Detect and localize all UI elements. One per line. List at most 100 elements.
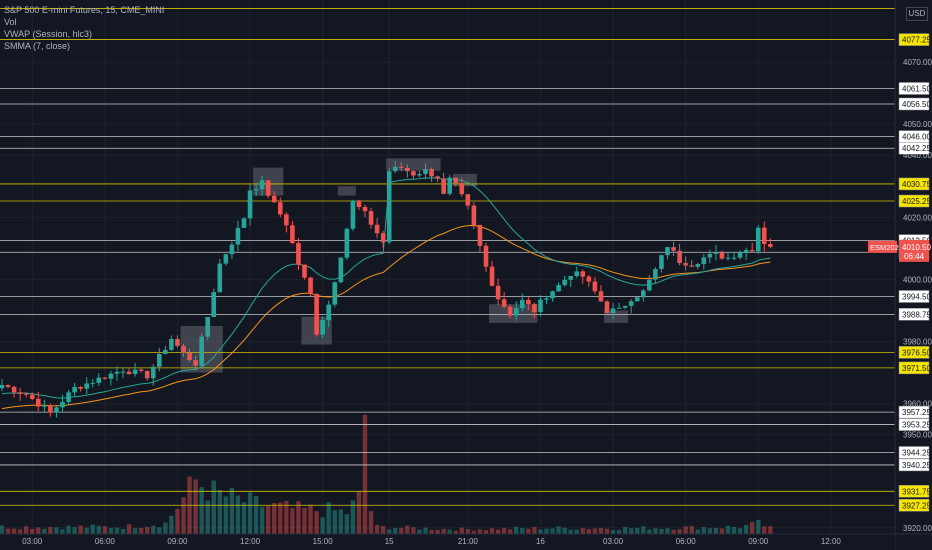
volume-bar: [108, 528, 114, 534]
volume-bar: [169, 515, 174, 534]
time-axis[interactable]: 03:00 06:00 09:00 12:00 15:00 15 21:00 16 03:00 0…: [0, 533, 932, 550]
candle-body: [459, 183, 465, 195]
candle-body: [247, 190, 253, 219]
candle-body: [411, 171, 416, 176]
candle-body: [538, 299, 543, 313]
volume-bar: [66, 525, 71, 534]
candle-body: [641, 290, 646, 298]
candle-body: [755, 227, 761, 252]
candle-body: [501, 299, 507, 307]
volume-bar: [223, 496, 229, 534]
volume-bar: [126, 524, 132, 534]
candle-body: [725, 257, 731, 259]
level-price-badge: [898, 499, 930, 512]
candle-body: [380, 233, 386, 243]
volume-bar: [417, 529, 422, 534]
legend-symbol[interactable]: S&P 500 E-mini Futures, 15, CME_MINI: [4, 5, 165, 15]
volume-bar: [78, 525, 83, 534]
volume-bar: [132, 528, 138, 534]
candle-body: [5, 385, 11, 387]
candle-body: [683, 263, 688, 266]
candle-body: [441, 178, 446, 194]
volume-bar: [495, 529, 501, 534]
volume-bar: [719, 528, 725, 534]
volume-bar: [520, 527, 525, 534]
legend-vwap[interactable]: VWAP (Session, hlc3): [4, 29, 93, 39]
level-price-label: 3976.50: [902, 348, 931, 357]
candle-body: [205, 317, 210, 337]
legend-volume[interactable]: Vol: [4, 17, 17, 27]
volume-bar: [181, 497, 186, 534]
volume-bar: [707, 528, 713, 534]
candle-body: [181, 345, 186, 353]
volume-bar: [671, 529, 676, 534]
price-axis[interactable]: 4070.00 4050.00 4040.00 4020.00 4000.00 3980.…: [868, 0, 932, 550]
grid: [0, 0, 895, 534]
volume-bar: [380, 525, 386, 534]
volume-bar: [332, 510, 337, 534]
volume-bar: [96, 525, 101, 534]
level-price-label: 4025.25: [902, 197, 931, 206]
candle-body: [507, 306, 513, 316]
smma-line: [1, 224, 771, 410]
volume-bar: [278, 502, 283, 534]
level-price-label: 3994.50: [902, 292, 931, 301]
volume-bar: [272, 503, 277, 534]
candle-body: [132, 369, 138, 375]
volume-bar: [163, 522, 168, 534]
candle-body: [586, 276, 592, 282]
volume-bar: [0, 525, 5, 534]
volume-bar: [5, 528, 11, 534]
candle-body: [665, 247, 670, 256]
volume-bars: [0, 414, 773, 534]
volume-bar: [90, 524, 95, 534]
volume-bar: [235, 495, 241, 534]
level-price-badge: [898, 33, 930, 46]
volume-bar: [592, 528, 598, 534]
volume-bar: [483, 529, 489, 534]
volume-bar: [544, 528, 549, 534]
countdown-label: 06:44: [904, 252, 925, 261]
level-price-badge: [898, 290, 930, 303]
volume-bar: [677, 529, 682, 534]
volume-bar: [471, 530, 477, 534]
vwap-line: [1, 177, 771, 399]
volume-bar: [405, 525, 410, 534]
level-price-label: 4046.00: [902, 133, 931, 142]
level-price-label: 4042.25: [902, 144, 931, 153]
volume-bar: [556, 526, 561, 534]
currency-label[interactable]: USD: [906, 7, 928, 21]
volume-bar: [641, 526, 646, 534]
symbol-badge: [868, 240, 897, 253]
candle-body: [737, 252, 743, 258]
volume-bar: [253, 496, 259, 534]
volume-bar: [435, 529, 440, 534]
candle-body: [616, 307, 622, 309]
volume-bar: [453, 530, 458, 534]
candle-body: [453, 177, 459, 184]
volume-bar: [356, 491, 362, 534]
candle-body: [29, 394, 35, 399]
volume-bar: [290, 508, 295, 534]
level-price-badge: [898, 82, 930, 95]
volume-bar: [374, 524, 380, 534]
volume-bar: [635, 527, 640, 534]
level-price-badge: [898, 405, 930, 419]
volume-bar: [653, 528, 658, 534]
volume-bar: [399, 527, 404, 534]
candle-body: [90, 382, 96, 384]
volume-bar: [266, 506, 271, 534]
volume-bar: [538, 529, 543, 534]
legend-smma[interactable]: SMMA (7, close): [4, 41, 71, 51]
volume-bar: [586, 529, 592, 534]
time-tick-label: 12:00: [821, 537, 842, 546]
candle-body: [392, 166, 398, 172]
level-price-label: 3988.75: [902, 310, 931, 319]
candle-body: [332, 282, 338, 305]
volume-bar: [459, 527, 464, 534]
level-price-label: 4056.50: [902, 100, 931, 109]
level-price-badge: [898, 458, 930, 472]
volume-bar: [598, 528, 604, 534]
